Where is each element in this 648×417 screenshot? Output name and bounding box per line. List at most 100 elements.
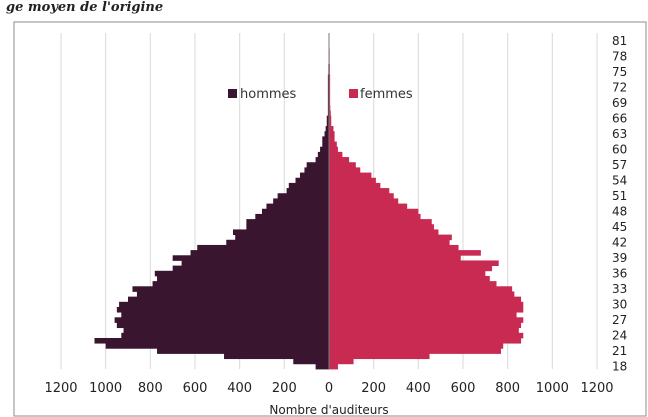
bar-femmes-age-48 xyxy=(329,208,419,215)
age-tick-label-57: 57 xyxy=(612,158,627,172)
age-tick-label-81: 81 xyxy=(612,34,627,48)
bar-femmes-age-40 xyxy=(329,250,481,256)
x-tick-label-1: 1000 xyxy=(89,381,122,396)
bar-hommes-age-37 xyxy=(172,265,329,272)
bar-femmes-age-20 xyxy=(329,353,430,360)
bar-femmes-age-65 xyxy=(329,120,332,127)
bar-hommes-age-23 xyxy=(94,337,329,344)
x-tick-label-0: 1200 xyxy=(44,381,77,396)
x-axis-title: Nombre d'auditeurs xyxy=(269,403,388,417)
bar-hommes-age-74 xyxy=(327,74,329,80)
bar-femmes-age-62 xyxy=(329,136,335,142)
bar-hommes-age-65 xyxy=(326,120,329,127)
bar-femmes-age-30 xyxy=(329,301,524,308)
bar-femmes-age-32 xyxy=(329,291,515,298)
bar-femmes-age-46 xyxy=(329,219,432,225)
bar-hommes-age-43 xyxy=(235,234,329,241)
age-tick-label-75: 75 xyxy=(612,65,627,79)
bar-hommes-age-63 xyxy=(324,131,329,137)
bar-femmes-age-73 xyxy=(329,79,331,86)
age-tick-label-51: 51 xyxy=(612,189,627,203)
x-axis-ticks: 1200 1000 800 600 400 200 0 200 400 600 800 1000 120… xyxy=(44,381,613,396)
bar-femmes-age-69 xyxy=(329,100,331,106)
bar-hommes-age-24 xyxy=(121,332,329,339)
bar-femmes-age-50 xyxy=(329,198,399,204)
bar-femmes-age-55 xyxy=(329,172,372,179)
bar-hommes-age-60 xyxy=(320,146,329,153)
bar-hommes-age-46 xyxy=(246,219,329,225)
bar-hommes-age-36 xyxy=(154,270,329,277)
legend-label-hommes: hommes xyxy=(240,87,297,102)
bar-hommes-age-31 xyxy=(128,296,329,303)
bar-hommes-age-70 xyxy=(327,95,329,101)
bar-femmes-age-36 xyxy=(329,270,486,277)
bar-femmes-age-34 xyxy=(329,281,497,287)
bar-hommes-age-55 xyxy=(299,172,329,179)
legend-label-femmes: femmes xyxy=(360,87,413,102)
bar-hommes-age-45 xyxy=(246,224,329,230)
bar-femmes-age-57 xyxy=(329,162,356,168)
age-tick-label-30: 30 xyxy=(612,297,627,311)
age-tick-label-72: 72 xyxy=(612,80,627,94)
legend-swatch-femmes xyxy=(349,89,358,98)
bar-femmes-age-45 xyxy=(329,224,434,230)
x-tick-label-12: 1200 xyxy=(580,381,613,396)
bar-hommes-age-67 xyxy=(327,110,329,117)
bar-hommes-age-22 xyxy=(105,343,330,349)
bar-femmes-age-31 xyxy=(329,296,522,303)
bar-femmes-age-63 xyxy=(329,131,335,137)
bar-femmes-age-71 xyxy=(329,89,331,96)
bar-femmes-age-43 xyxy=(329,234,452,241)
age-tick-label-78: 78 xyxy=(612,49,627,63)
bar-hommes-age-50 xyxy=(273,198,329,204)
x-tick-label-6: 0 xyxy=(325,381,333,396)
bar-hommes-age-57 xyxy=(306,162,329,168)
bar-hommes-age-49 xyxy=(266,203,329,210)
age-tick-label-39: 39 xyxy=(612,251,627,265)
bar-femmes-age-53 xyxy=(329,182,381,189)
bar-hommes-age-47 xyxy=(255,213,329,220)
bar-hommes-age-68 xyxy=(327,105,329,111)
bar-hommes-age-18 xyxy=(315,363,329,370)
age-tick-label-54: 54 xyxy=(612,173,627,187)
bar-femmes-age-41 xyxy=(329,244,459,251)
x-tick-label-8: 400 xyxy=(406,381,431,396)
partial-caption: ge moyen de l'origine xyxy=(6,0,163,15)
x-tick-label-9: 600 xyxy=(451,381,476,396)
age-tick-label-45: 45 xyxy=(612,220,627,234)
bar-femmes-age-67 xyxy=(329,110,331,117)
bar-femmes-age-72 xyxy=(329,84,331,91)
bars xyxy=(94,33,524,370)
bar-femmes-age-44 xyxy=(329,229,439,235)
bar-femmes-age-38 xyxy=(329,260,499,267)
bar-hommes-age-62 xyxy=(322,136,329,142)
legend-swatch-hommes xyxy=(228,89,237,98)
bar-femmes-age-23 xyxy=(329,337,522,344)
bar-hommes-age-29 xyxy=(116,306,329,313)
x-tick-label-3: 600 xyxy=(183,381,208,396)
bar-hommes-age-69 xyxy=(327,100,329,106)
bar-femmes-age-28 xyxy=(329,312,517,318)
bar-hommes-age-72 xyxy=(327,84,329,91)
bar-femmes-age-29 xyxy=(329,306,524,313)
bar-femmes-age-60 xyxy=(329,146,338,153)
bar-femmes-age-56 xyxy=(329,167,361,173)
bar-femmes-age-74 xyxy=(329,74,331,80)
bar-femmes-age-27 xyxy=(329,317,524,323)
age-tick-label-66: 66 xyxy=(612,111,627,125)
bar-hommes-age-44 xyxy=(232,229,329,235)
bar-hommes-age-25 xyxy=(123,327,330,334)
bar-hommes-age-34 xyxy=(152,281,329,287)
age-tick-label-42: 42 xyxy=(612,235,627,249)
bar-femmes-age-52 xyxy=(329,188,390,194)
bar-femmes-age-25 xyxy=(329,327,519,334)
age-tick-label-69: 69 xyxy=(612,96,627,110)
bar-hommes-age-28 xyxy=(121,312,329,318)
bar-hommes-age-61 xyxy=(322,141,329,148)
bar-hommes-age-20 xyxy=(224,353,329,360)
bar-femmes-age-54 xyxy=(329,177,376,184)
bar-hommes-age-53 xyxy=(288,182,329,189)
age-tick-label-24: 24 xyxy=(612,328,627,342)
